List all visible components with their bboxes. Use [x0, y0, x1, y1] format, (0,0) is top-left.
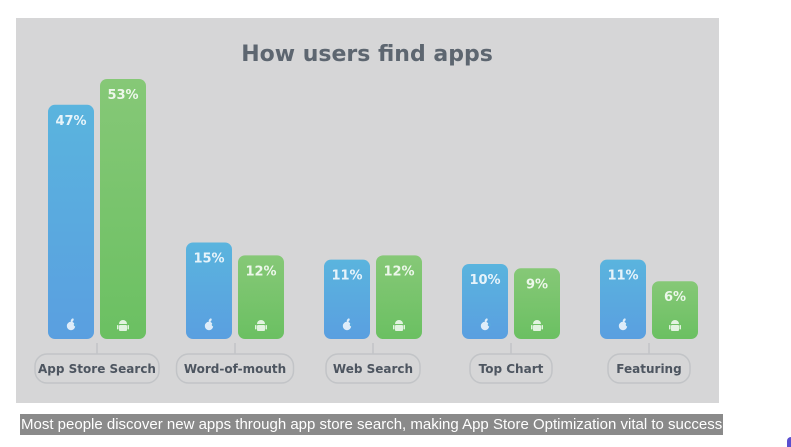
android-icon: [255, 320, 267, 331]
value-label-word-of-mouth-android: 12%: [245, 264, 276, 279]
value-label-featuring-android: 6%: [664, 290, 686, 305]
android-icon: [117, 320, 129, 331]
bar-top-chart-ios: [462, 263, 508, 339]
category-pill-featuring: [607, 353, 691, 384]
bar-app-store-search-ios: [48, 104, 94, 340]
chart-panel: How users find apps 47% 53% App Store Sear…: [16, 18, 719, 403]
category-label-word-of-mouth: Word-of-mouth: [184, 362, 286, 376]
bar-top-chart-android: [514, 268, 560, 339]
category-pill-word-of-mouth: [175, 353, 295, 384]
apple-icon: [66, 318, 77, 331]
value-label-web-search-android: 12%: [383, 264, 414, 279]
category-pill-top-chart: [469, 353, 553, 384]
apple-icon: [342, 318, 353, 331]
android-icon: [669, 320, 681, 331]
value-label-top-chart-android: 9%: [526, 277, 548, 292]
apple-icon: [618, 318, 630, 331]
value-label-word-of-mouth-ios: 15%: [193, 251, 224, 266]
bar-app-store-search-android: [100, 79, 146, 339]
category-label-web-search: Web Search: [333, 362, 413, 376]
value-label-app-store-search-android: 53%: [107, 88, 138, 103]
value-label-app-store-search-ios: 47%: [55, 114, 86, 129]
category-label-app-store-search: App Store Search: [38, 362, 156, 376]
android-icon: [531, 320, 543, 331]
category-pill-web-search: [325, 353, 421, 384]
bar-chart: How users find apps 47% 53% App Store Sear…: [34, 42, 698, 384]
corner-mark: [787, 437, 791, 447]
value-label-top-chart-ios: 10%: [469, 273, 500, 288]
category-pill-app-store-search: [34, 353, 160, 384]
category-label-top-chart: Top Chart: [479, 362, 544, 376]
chart-title: How users find apps: [241, 42, 493, 67]
apple-icon: [480, 318, 491, 331]
apple-icon: [204, 318, 215, 331]
value-label-featuring-ios: 11%: [607, 269, 638, 284]
bar-web-search-android: [376, 255, 422, 339]
bar-featuring-ios: [600, 259, 646, 339]
value-label-web-search-ios: 11%: [331, 269, 362, 284]
bar-web-search-ios: [324, 259, 370, 339]
bar-word-of-mouth-android: [238, 255, 284, 339]
bar-word-of-mouth-ios: [186, 242, 232, 339]
android-icon: [393, 320, 405, 331]
caption: Most people discover new apps through ap…: [20, 414, 724, 435]
category-label-featuring: Featuring: [616, 362, 681, 376]
bar-featuring-android: [652, 281, 698, 339]
